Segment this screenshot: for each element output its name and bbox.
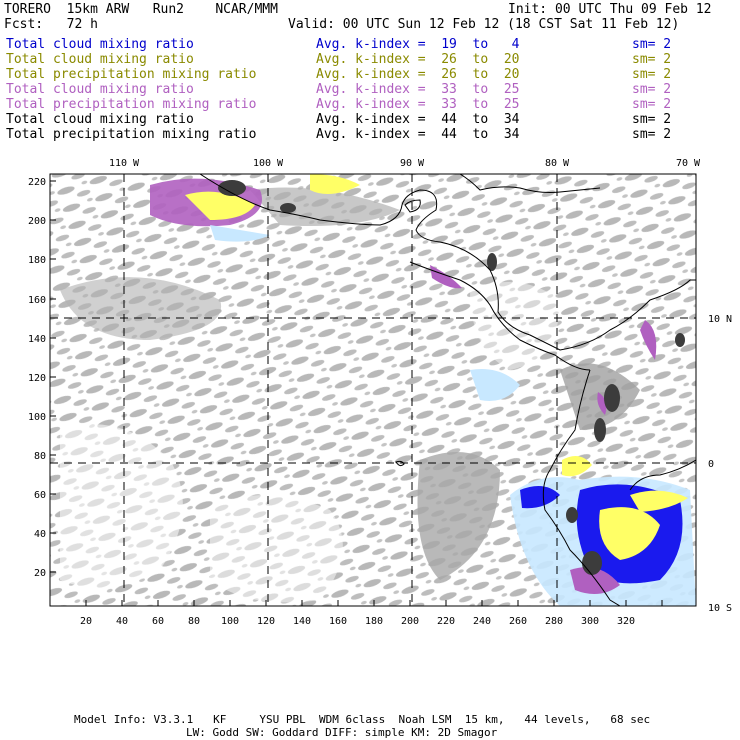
y-tick-label: 220 bbox=[28, 177, 46, 188]
init-time: Init: 00 UTC Thu 09 Feb 12 bbox=[508, 2, 712, 17]
legend-field: Total precipitation mixing ratio bbox=[6, 97, 257, 112]
forecast-hour: Fcst: 72 h bbox=[4, 17, 98, 32]
legend-field: Total cloud mixing ratio bbox=[6, 82, 194, 97]
x-tick-label: 260 bbox=[509, 616, 527, 627]
model-title: TORERO 15km ARW Run2 NCAR/MMM bbox=[4, 2, 278, 17]
x-tick-label: 200 bbox=[401, 616, 419, 627]
legend-smoothing: sm= 2 bbox=[632, 52, 672, 67]
legend-smoothing: sm= 2 bbox=[632, 37, 672, 52]
lon-label: 80 W bbox=[545, 158, 570, 169]
x-tick-label: 100 bbox=[221, 616, 239, 627]
lat-label: 0 bbox=[708, 459, 714, 470]
model-info: Model Info: V3.3.1 KF YSU PBL WDM 6class… bbox=[74, 713, 651, 726]
tick-marks bbox=[50, 180, 663, 606]
y-tick-label: 60 bbox=[34, 490, 46, 501]
lat-label: 10 S bbox=[708, 603, 732, 614]
legend-range: Avg. k-index = 26 to 20 bbox=[316, 67, 520, 82]
legend-smoothing: sm= 2 bbox=[632, 67, 672, 82]
yellow-region bbox=[185, 191, 255, 220]
legend-range: Avg. k-index = 19 to 4 bbox=[316, 37, 520, 52]
cloud-field bbox=[50, 174, 696, 606]
x-tick-label: 320 bbox=[617, 616, 635, 627]
x-tick-label: 40 bbox=[116, 616, 128, 627]
coastlines bbox=[199, 174, 696, 606]
lon-label: 100 W bbox=[253, 158, 284, 169]
x-tick-label: 280 bbox=[545, 616, 563, 627]
x-tick-label: 300 bbox=[581, 616, 599, 627]
x-tick-label: 220 bbox=[437, 616, 455, 627]
x-tick-label: 160 bbox=[329, 616, 347, 627]
legend-range: Avg. k-index = 26 to 20 bbox=[316, 52, 520, 67]
x-tick-label: 80 bbox=[188, 616, 200, 627]
x-tick-label: 120 bbox=[257, 616, 275, 627]
legend-smoothing: sm= 2 bbox=[632, 97, 672, 112]
legend-field: Total precipitation mixing ratio bbox=[6, 67, 257, 82]
model-physics: LW: Godd SW: Goddard DIFF: simple KM: 2D… bbox=[186, 726, 498, 739]
legend-smoothing: sm= 2 bbox=[632, 82, 672, 97]
plot-frame bbox=[49, 173, 697, 607]
y-tick-label: 100 bbox=[28, 412, 46, 423]
y-tick-label: 40 bbox=[34, 529, 46, 540]
dark-core bbox=[218, 180, 246, 196]
legend-range: Avg. k-index = 44 to 34 bbox=[316, 112, 520, 127]
legend-field: Total precipitation mixing ratio bbox=[6, 127, 257, 142]
valid-time: Valid: 00 UTC Sun 12 Feb 12 (18 CST Sat … bbox=[288, 17, 680, 32]
x-tick-label: 140 bbox=[293, 616, 311, 627]
x-tick-label: 20 bbox=[80, 616, 92, 627]
forecast-map: 110 W 100 W 90 W 80 W 70 W 10 N 0 10 S 2… bbox=[28, 158, 732, 627]
y-tick-label: 20 bbox=[34, 568, 46, 579]
y-tick-label: 80 bbox=[34, 451, 46, 462]
graticule bbox=[50, 174, 696, 606]
lat-label: 10 N bbox=[708, 314, 732, 325]
legend-range: Avg. k-index = 44 to 34 bbox=[316, 127, 520, 142]
lon-label: 70 W bbox=[676, 158, 701, 169]
legend-range: Avg. k-index = 33 to 25 bbox=[316, 97, 520, 112]
legend-field: Total cloud mixing ratio bbox=[6, 112, 194, 127]
lon-label: 110 W bbox=[109, 158, 140, 169]
y-tick-label: 180 bbox=[28, 255, 46, 266]
x-tick-label: 240 bbox=[473, 616, 491, 627]
legend-smoothing: sm= 2 bbox=[632, 112, 672, 127]
legend-field: Total cloud mixing ratio bbox=[6, 52, 194, 67]
y-tick-label: 160 bbox=[28, 295, 46, 306]
x-tick-label: 180 bbox=[365, 616, 383, 627]
x-tick-label: 60 bbox=[152, 616, 164, 627]
y-tick-label: 200 bbox=[28, 216, 46, 227]
lon-label: 90 W bbox=[400, 158, 425, 169]
legend-range: Avg. k-index = 33 to 25 bbox=[316, 82, 520, 97]
y-tick-label: 120 bbox=[28, 373, 46, 384]
y-tick-label: 140 bbox=[28, 334, 46, 345]
legend-smoothing: sm= 2 bbox=[632, 127, 672, 142]
legend-field: Total cloud mixing ratio bbox=[6, 37, 194, 52]
